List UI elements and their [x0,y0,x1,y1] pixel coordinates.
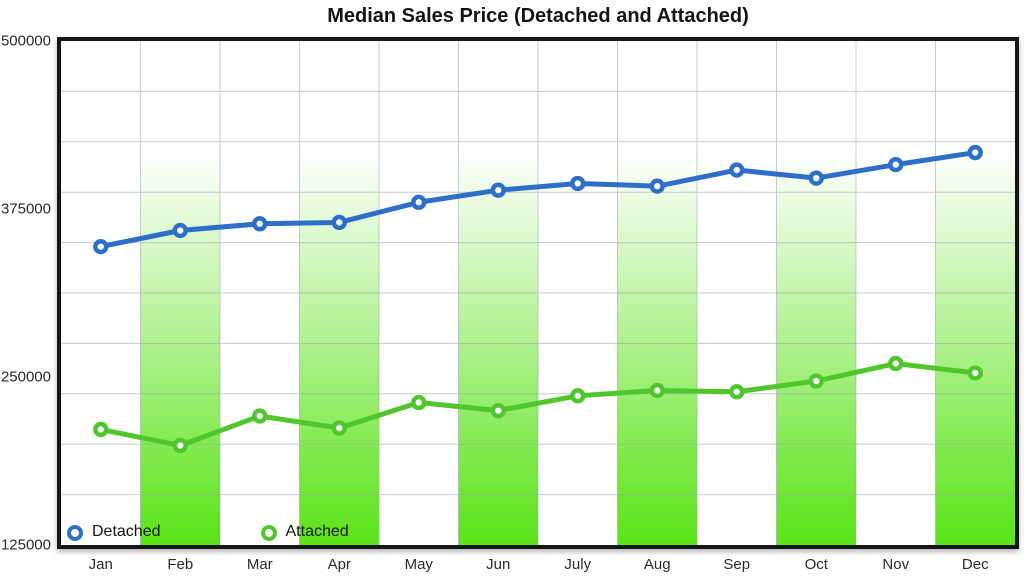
chart-title: Median Sales Price (Detached and Attache… [327,5,749,27]
attached-point-may [411,394,427,411]
attached-point-nov [888,355,904,372]
detached-point-dec [967,144,983,161]
attached-point-feb [172,437,188,454]
attached-point-sep [729,384,745,400]
gridlines [61,41,1015,545]
chart-legend: Detached Attached [67,524,349,541]
attached-point-oct [808,373,824,389]
plot-border [57,37,1019,549]
x-tick-feb: Feb [167,556,194,573]
y-tick-500000: 500000 [0,32,51,50]
x-tick-may: May [404,556,433,573]
attached-point-july [570,388,586,404]
x-tick-oct: Oct [804,556,828,573]
detached-point-nov [888,156,904,173]
attached-line [98,361,978,449]
detached-point-oct [808,170,824,186]
attached-point-jun [490,402,506,419]
chart-plot-svg [57,37,1019,549]
detached-point-aug [649,178,665,194]
detached-point-july [570,175,586,192]
detached-point-apr [331,214,347,231]
x-axis-labels: Jan Feb Mar Apr May Jun July Aug Sep Oct Nov Dec [57,556,1019,576]
x-tick-mar: Mar [246,556,273,573]
attached-point-jan [93,421,109,438]
x-tick-nov: Nov [882,556,910,573]
x-tick-jan: Jan [88,556,113,573]
y-axis-labels: 500000 375000 250000 125000 [0,0,51,577]
detached-point-sep [729,162,745,178]
legend-item-detached: Detached [67,524,161,541]
detached-point-feb [172,222,188,239]
detached-point-jun [490,182,506,198]
legend-detached-label: Detached [92,523,161,540]
x-tick-july: July [564,556,592,573]
x-tick-apr: Apr [327,556,351,573]
attached-point-mar [252,408,268,424]
attached-point-aug [649,382,665,399]
attached-point-apr [331,420,347,436]
legend-item-attached: Attached [260,523,349,541]
y-tick-250000: 250000 [0,368,51,386]
x-tick-sep: Sep [723,556,751,573]
x-tick-jun: Jun [486,556,511,573]
detached-point-jan [93,238,109,255]
y-tick-125000: 125000 [0,536,51,554]
x-tick-dec: Dec [961,556,989,573]
plot-area: Detached Attached [57,37,1019,549]
detached-line [98,150,978,250]
attached-point-dec [967,365,983,381]
detached-point-mar [252,216,268,232]
y-tick-375000: 375000 [0,200,51,218]
legend-attached-marker-icon [260,524,277,541]
legend-detached-marker-icon [67,524,83,541]
legend-attached-label: Attached [285,523,349,540]
x-tick-aug: Aug [643,556,671,573]
detached-point-may [411,194,427,210]
